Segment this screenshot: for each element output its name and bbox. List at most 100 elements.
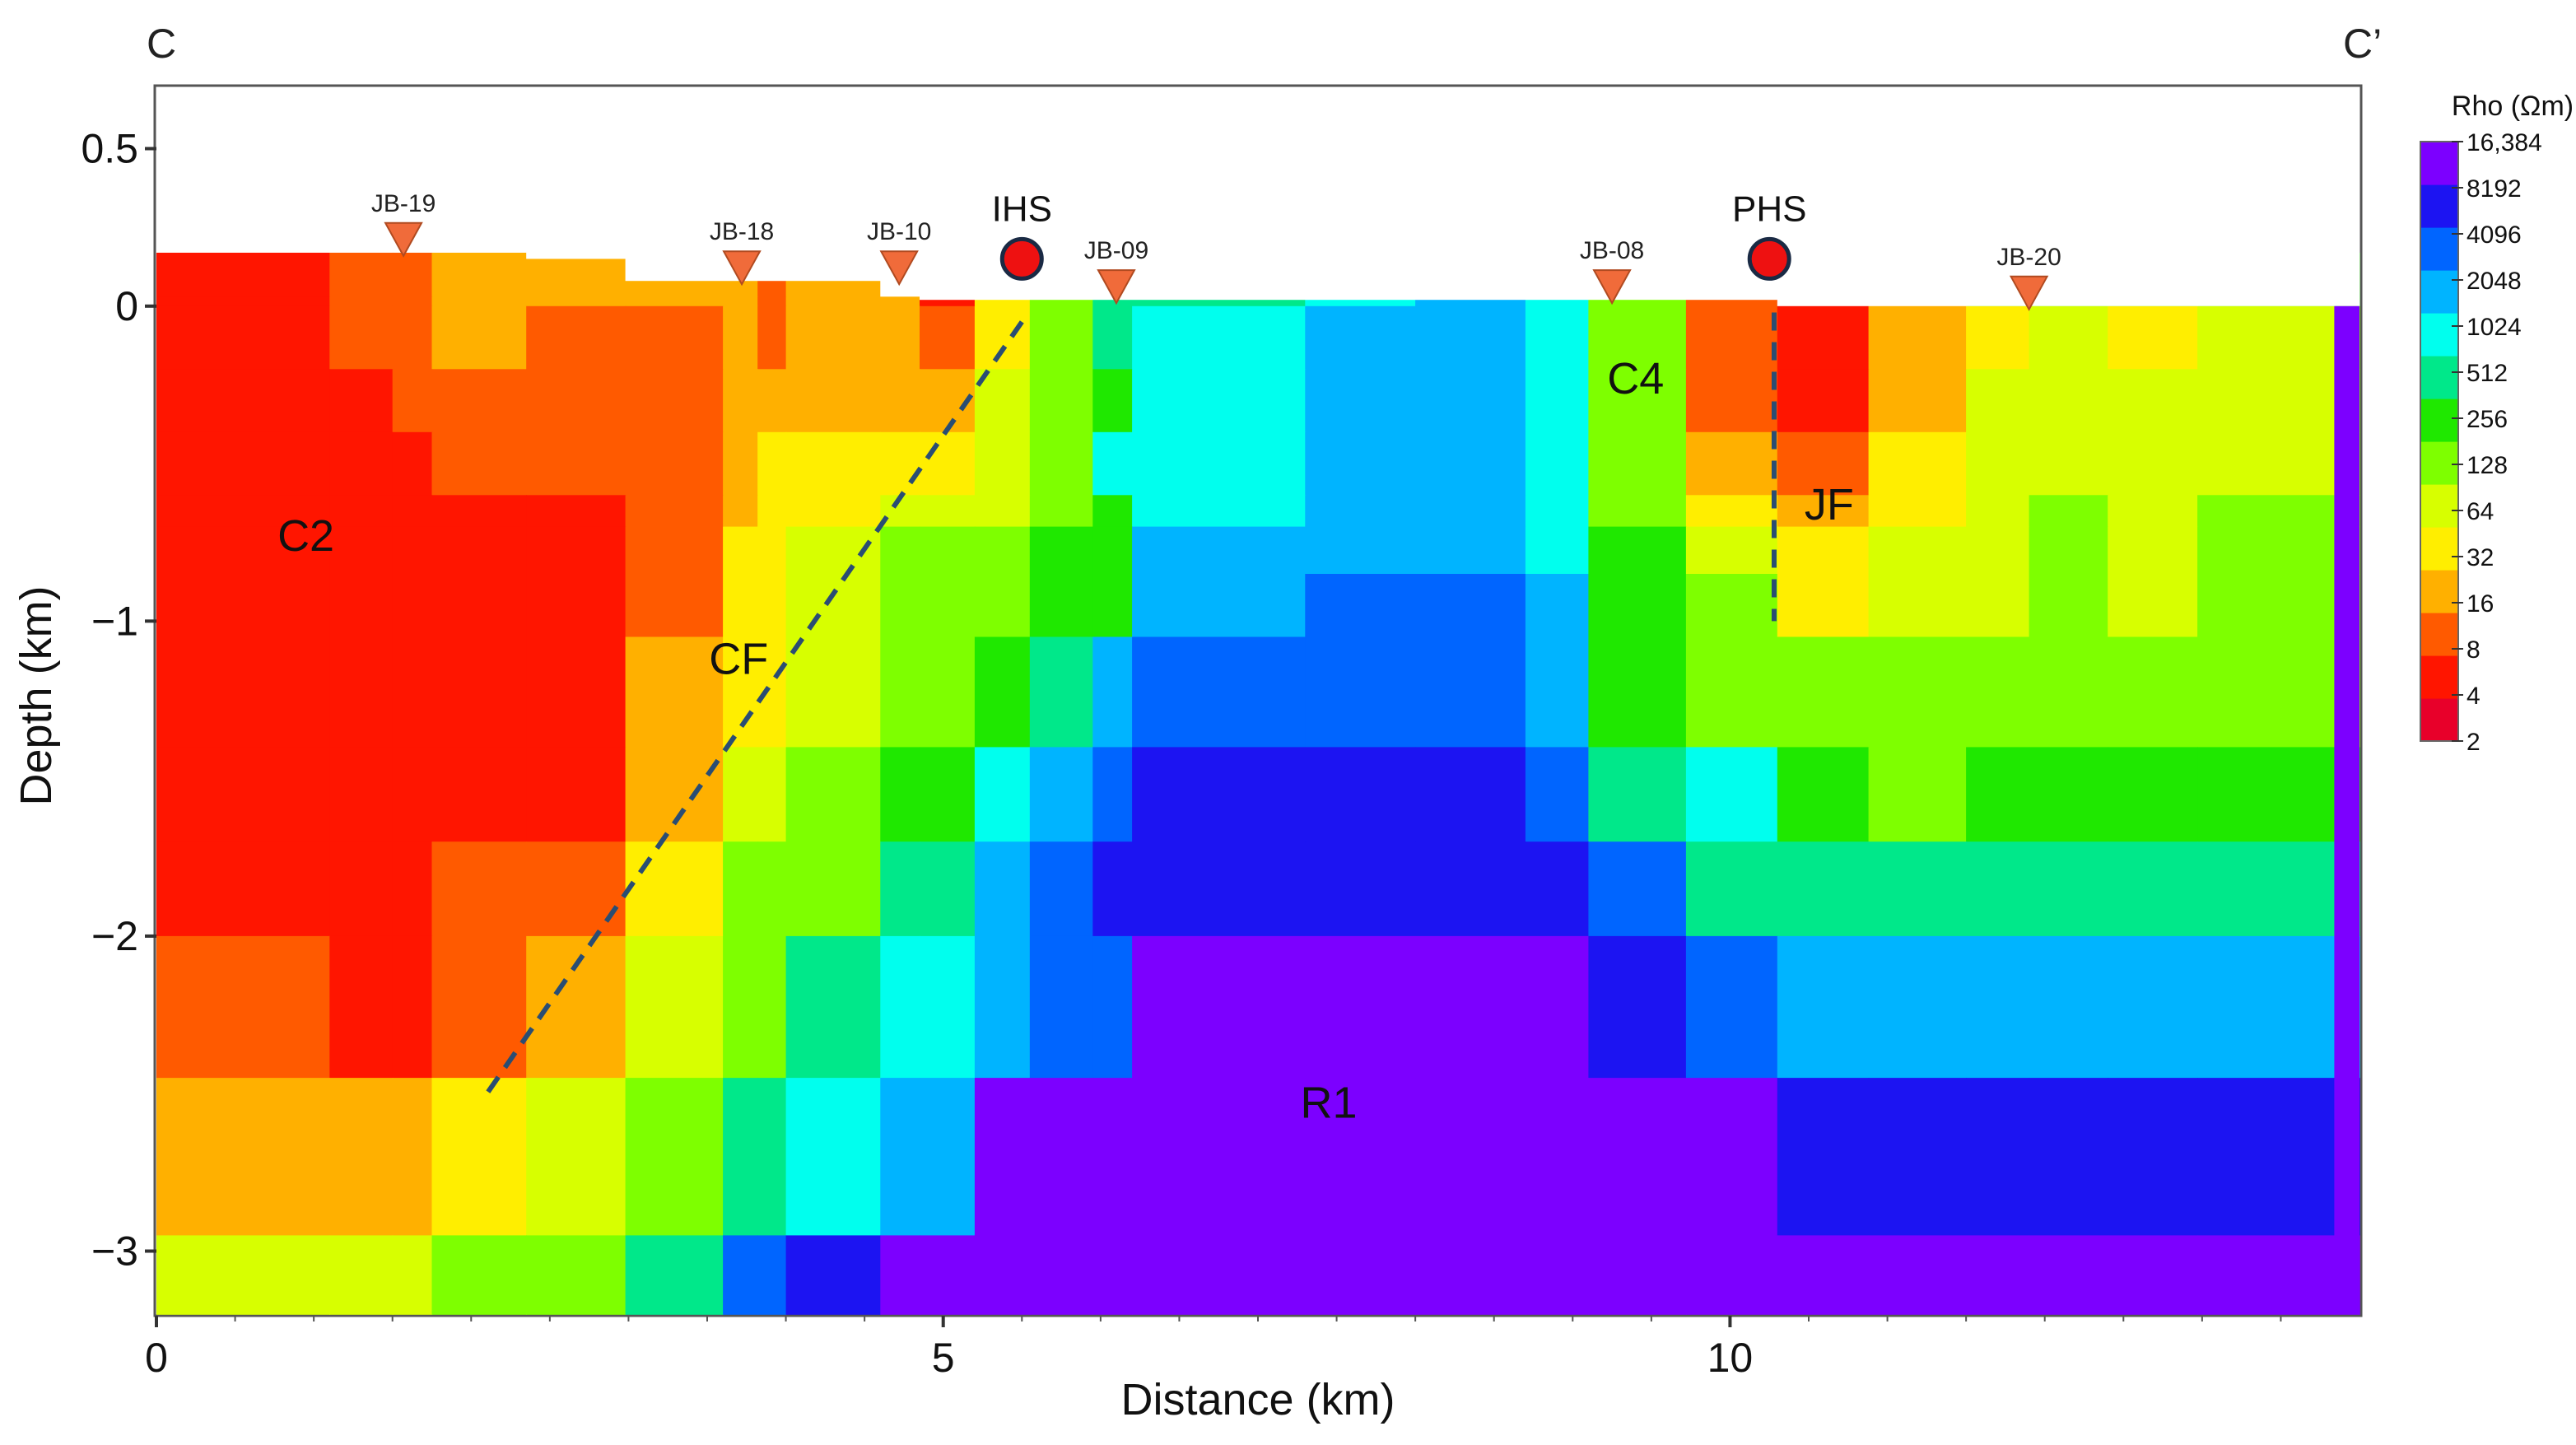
resistivity-cell	[785, 747, 882, 842]
resistivity-cell	[1777, 574, 1870, 638]
resistivity-cell	[431, 259, 527, 298]
resistivity-cell	[1588, 841, 1687, 937]
resistivity-cell	[329, 1235, 394, 1315]
profile-start-label: C	[147, 21, 176, 67]
colorbar-swatch	[2420, 142, 2458, 185]
resistivity-cell	[1415, 495, 1526, 528]
resistivity-cell	[392, 1235, 433, 1315]
resistivity-cell	[431, 296, 527, 307]
fault-line-cf	[484, 320, 1024, 1095]
colorbar-label: 1024	[2467, 314, 2522, 341]
resistivity-cell	[1966, 495, 2030, 528]
resistivity-cell	[2108, 431, 2198, 496]
resistivity-cell	[1305, 369, 1416, 433]
resistivity-cell	[1525, 1235, 1590, 1315]
hot-spring-marker	[1747, 236, 1791, 281]
resistivity-cell	[1868, 495, 1967, 528]
resistivity-cell	[329, 252, 394, 260]
resistivity-cells	[156, 243, 2360, 1315]
resistivity-cell	[1525, 574, 1590, 638]
resistivity-cell	[431, 526, 527, 575]
resistivity-cell	[625, 935, 724, 1079]
colorbar-swatch	[2420, 698, 2458, 742]
resistivity-cell	[625, 636, 724, 748]
resistivity-cell	[757, 296, 787, 307]
resistivity-cell	[329, 574, 394, 638]
resistivity-cell	[880, 935, 920, 1079]
colorbar-label: 16,384	[2467, 129, 2542, 156]
resistivity-cell	[1966, 305, 2030, 371]
station-marker	[384, 221, 423, 258]
resistivity-cell	[1966, 841, 2030, 937]
resistivity-cell	[2029, 495, 2108, 528]
resistivity-cell	[1132, 495, 1307, 528]
resistivity-cell	[1777, 305, 1870, 371]
resistivity-cell	[392, 747, 433, 842]
colorbar-label: 8	[2467, 636, 2481, 664]
station-markers: JB-19 JB-18 JB-10 JB-09 JB-08 JB-20	[371, 190, 2061, 311]
station-label: JB-08	[1580, 237, 1644, 264]
profile-end-label: C’	[2343, 21, 2382, 67]
resistivity-cell	[974, 1078, 1031, 1237]
resistivity-cell	[920, 935, 976, 1079]
resistivity-cell	[880, 296, 920, 307]
resistivity-cell	[1415, 1078, 1526, 1237]
colorbar-swatch	[2420, 484, 2458, 528]
resistivity-cell	[526, 259, 627, 298]
resistivity-cell	[1132, 369, 1307, 433]
colorbar-label: 16	[2467, 590, 2494, 618]
resistivity-cell	[2108, 495, 2198, 528]
resistivity-cell	[1966, 369, 2030, 433]
colorbar-swatch	[2420, 356, 2458, 399]
colorbar-label: 4	[2467, 683, 2481, 710]
resistivity-cell	[1092, 431, 1133, 496]
resistivity-cell	[625, 495, 724, 528]
resistivity-cell	[1868, 526, 1967, 575]
zone-label: R1	[1300, 1079, 1357, 1128]
resistivity-cell	[920, 841, 976, 937]
resistivity-cell	[1092, 1078, 1133, 1237]
resistivity-cell	[1132, 1235, 1307, 1315]
colorbar-swatch	[2420, 313, 2458, 357]
resistivity-cell	[2029, 935, 2108, 1079]
resistivity-cell	[880, 747, 920, 842]
resistivity-cell	[1966, 747, 2030, 842]
resistivity-cell	[974, 841, 1031, 937]
resistivity-cell	[785, 841, 882, 937]
resistivity-cell	[392, 259, 433, 298]
resistivity-cell	[526, 747, 627, 842]
resistivity-cell	[723, 636, 758, 748]
resistivity-cell	[974, 636, 1031, 748]
resistivity-cell	[2197, 1078, 2336, 1237]
resistivity-cell	[1966, 574, 2030, 638]
resistivity-cell	[2197, 841, 2336, 937]
resistivity-cell	[526, 574, 627, 638]
resistivity-cell	[920, 747, 976, 842]
resistivity-cell	[431, 636, 527, 748]
colorbar-label: 64	[2467, 498, 2494, 525]
resistivity-cell	[974, 935, 1031, 1079]
resistivity-cell	[880, 1078, 920, 1237]
resistivity-cell	[2197, 1235, 2336, 1315]
resistivity-cell	[431, 1235, 527, 1315]
resistivity-cell	[880, 841, 920, 937]
resistivity-cell	[723, 431, 758, 496]
resistivity-cell	[392, 495, 433, 528]
colorbar-swatch	[2420, 399, 2458, 442]
resistivity-cell	[329, 296, 394, 307]
resistivity-cell	[1777, 841, 1870, 937]
resistivity-cell	[1092, 526, 1133, 575]
colorbar-label: 4096	[2467, 221, 2522, 249]
x-tick-label: 10	[1707, 1335, 1754, 1381]
resistivity-cell	[974, 431, 1031, 496]
resistivity-cell	[1685, 431, 1778, 496]
station-label: JB-19	[371, 190, 436, 217]
resistivity-cell	[526, 305, 627, 371]
resistivity-cell	[785, 1078, 882, 1237]
resistivity-cell	[156, 526, 331, 575]
resistivity-cell	[431, 369, 527, 433]
resistivity-cell	[1588, 526, 1687, 575]
resistivity-cell	[2197, 574, 2336, 638]
resistivity-cell	[2108, 747, 2198, 842]
